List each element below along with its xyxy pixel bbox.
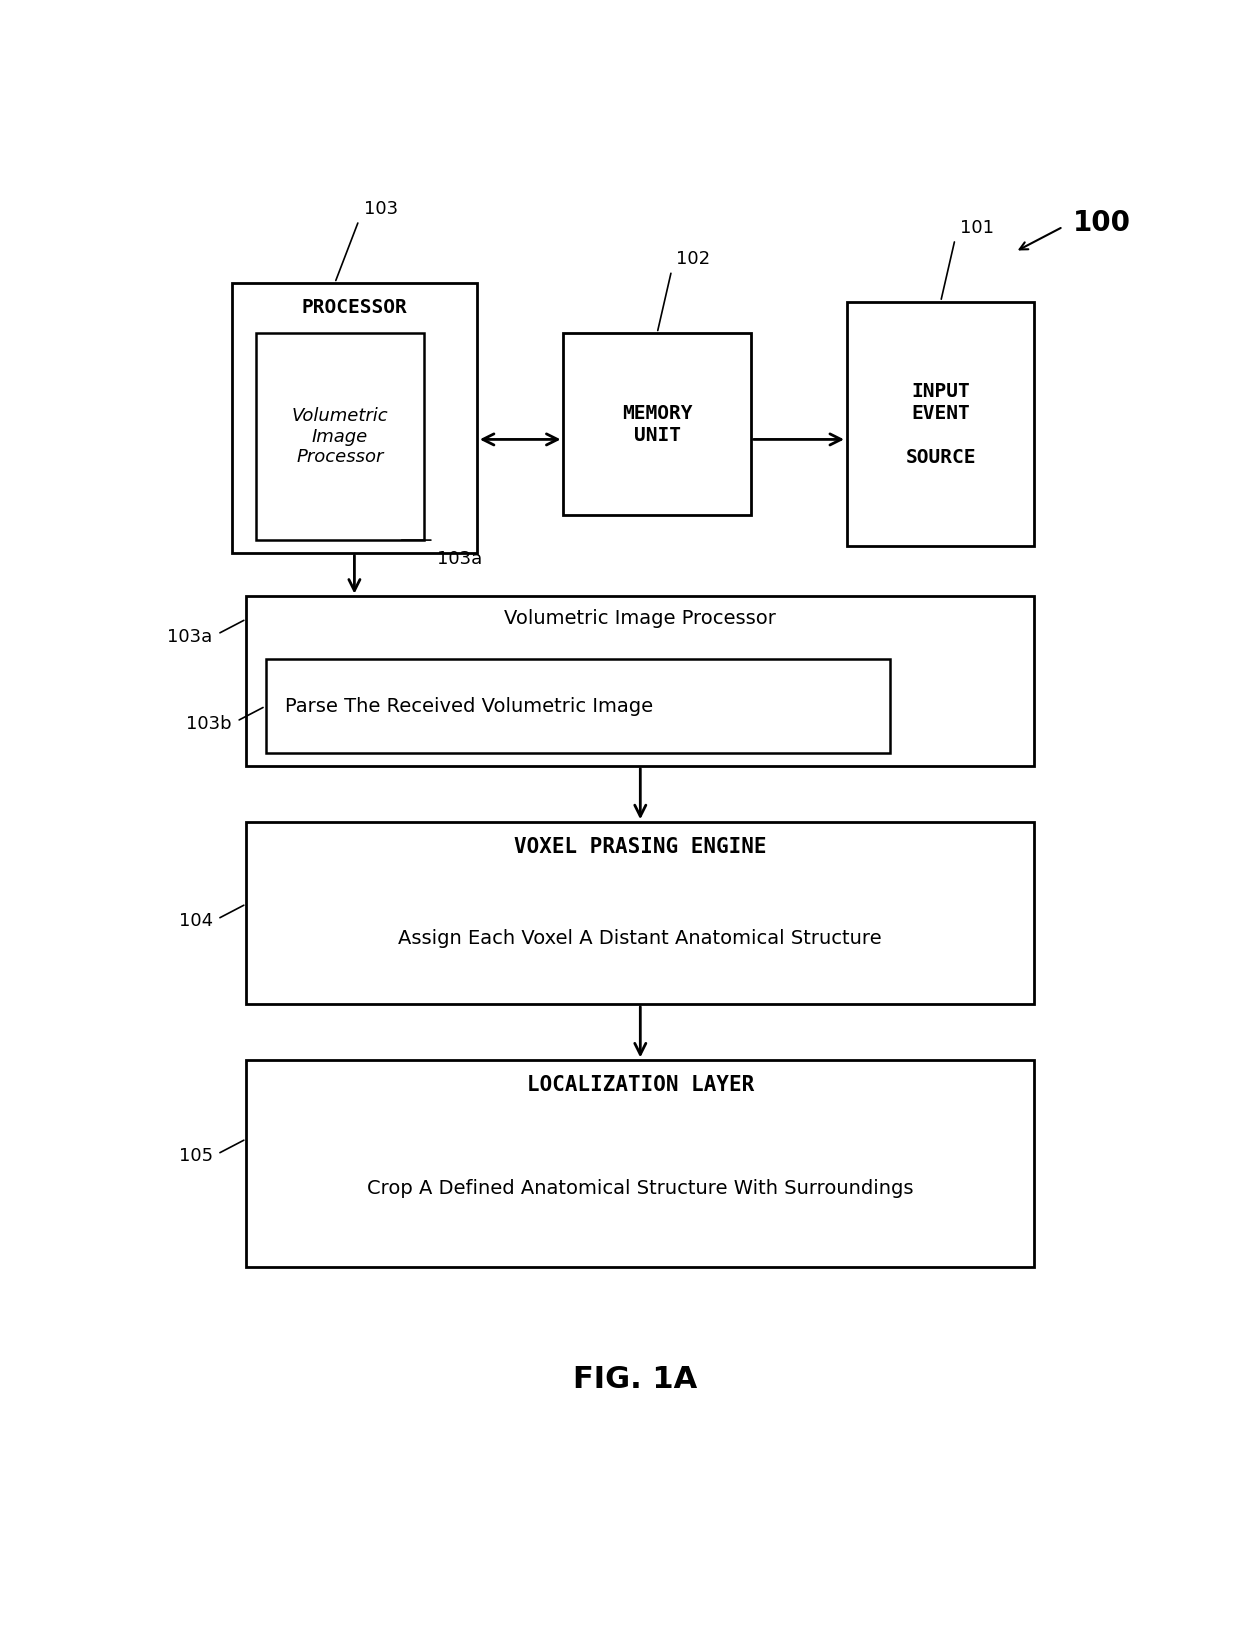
Text: 103: 103	[363, 200, 398, 218]
Text: Parse The Received Volumetric Image: Parse The Received Volumetric Image	[285, 697, 652, 716]
Text: 102: 102	[676, 251, 711, 269]
Text: 100: 100	[1073, 208, 1131, 238]
FancyBboxPatch shape	[247, 1060, 1034, 1267]
Text: LOCALIZATION LAYER: LOCALIZATION LAYER	[527, 1076, 754, 1096]
Text: FIG. 1A: FIG. 1A	[573, 1366, 698, 1395]
Text: 105: 105	[179, 1148, 213, 1166]
FancyBboxPatch shape	[563, 334, 751, 514]
Text: 103a: 103a	[167, 628, 213, 646]
FancyBboxPatch shape	[247, 596, 1034, 765]
FancyBboxPatch shape	[255, 334, 424, 540]
Text: MEMORY
UNIT: MEMORY UNIT	[622, 404, 692, 444]
Text: 103b: 103b	[186, 715, 232, 733]
FancyBboxPatch shape	[247, 822, 1034, 1004]
Text: 101: 101	[960, 218, 993, 236]
Text: VOXEL PRASING ENGINE: VOXEL PRASING ENGINE	[515, 837, 766, 858]
FancyBboxPatch shape	[847, 301, 1034, 547]
Text: INPUT
EVENT

SOURCE: INPUT EVENT SOURCE	[905, 381, 976, 467]
Text: Assign Each Voxel A Distant Anatomical Structure: Assign Each Voxel A Distant Anatomical S…	[398, 930, 882, 947]
Text: Volumetric Image Processor: Volumetric Image Processor	[505, 609, 776, 628]
Text: Crop A Defined Anatomical Structure With Surroundings: Crop A Defined Anatomical Structure With…	[367, 1179, 914, 1198]
Text: 103a: 103a	[436, 550, 482, 568]
Text: Volumetric
Image
Processor: Volumetric Image Processor	[291, 407, 388, 467]
Text: 104: 104	[179, 912, 213, 931]
Text: PROCESSOR: PROCESSOR	[301, 298, 407, 317]
FancyBboxPatch shape	[232, 283, 477, 552]
FancyBboxPatch shape	[265, 659, 890, 754]
